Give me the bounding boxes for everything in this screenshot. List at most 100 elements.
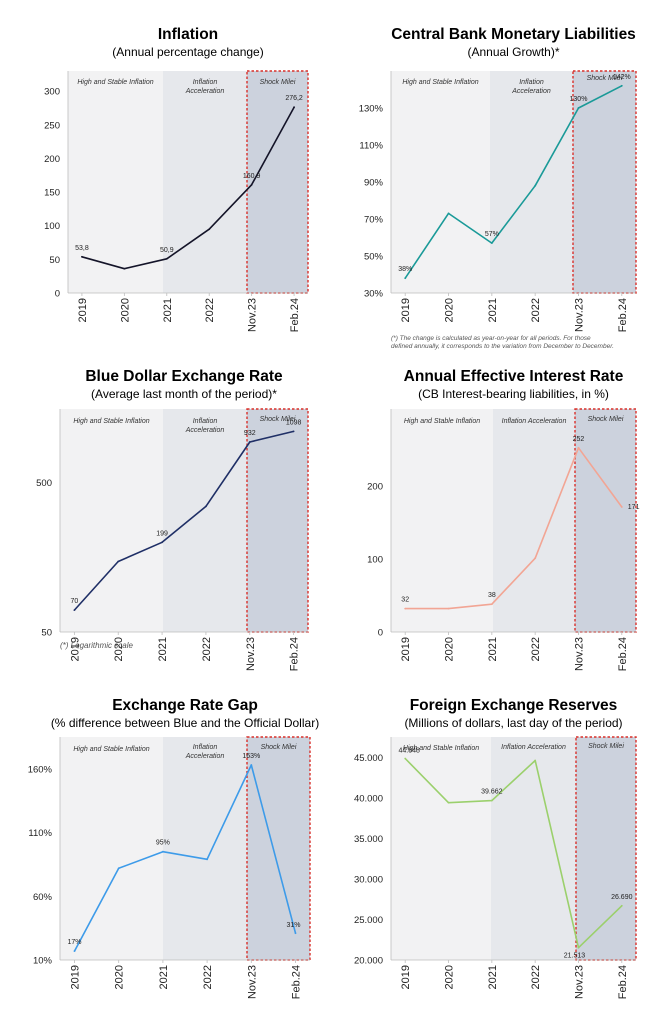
data-point (117, 560, 120, 563)
chart-subtitle: (Average last month of the period)* (91, 387, 277, 401)
data-point (534, 184, 537, 187)
x-tick-label: 2021 (158, 965, 170, 989)
data-label: 39.662 (481, 789, 503, 796)
y-tick-label: 500 (36, 478, 52, 489)
data-point (447, 607, 450, 610)
data-point (206, 858, 209, 861)
chart-panel: Blue Dollar Exchange Rate (Average last m… (36, 368, 309, 671)
chart-panel: Annual Effective Interest Rate (CB Intere… (367, 368, 639, 671)
series-line (404, 757, 623, 949)
chart-subtitle: (Annual percentage change) (112, 45, 263, 59)
chart-subtitle: (% difference between Blue and the Offic… (51, 716, 319, 730)
x-tick-label: Nov.23 (247, 298, 259, 332)
chart-title: Foreign Exchange Reserves (410, 697, 618, 714)
y-tick-label: 200 (367, 481, 383, 492)
data-point (250, 183, 253, 186)
data-point (73, 950, 76, 952)
footnote: (*) Logarithmic scale (60, 641, 133, 650)
y-tick-label: 50% (364, 252, 384, 263)
data-point (162, 850, 164, 853)
y-tick-label: 0 (55, 289, 60, 300)
zone-acceleration (163, 409, 247, 632)
y-tick-label: 35.000 (354, 834, 383, 845)
zone-stable (60, 409, 163, 632)
region-label-acceleration: Inflation Acceleration (501, 744, 566, 751)
region-label-shock: Shock Milei (260, 79, 296, 86)
x-tick-label: 2022 (201, 637, 213, 661)
data-point (293, 106, 295, 109)
x-tick-label: 2020 (444, 965, 456, 989)
data-point (577, 946, 580, 949)
data-label: 21.513 (564, 953, 586, 960)
zone-stable (391, 71, 490, 293)
region-label-stable: High and Stable Inflation (403, 745, 479, 752)
shock-border (574, 408, 637, 633)
x-tick-label: 2019 (77, 298, 89, 322)
series-line (81, 106, 295, 270)
data-point (250, 764, 253, 766)
x-tick-label: Nov.23 (573, 637, 585, 671)
data-point (534, 759, 537, 762)
data-point (404, 757, 407, 760)
data-point (577, 446, 580, 449)
data-label: 57% (485, 231, 499, 238)
y-tick-label: 50 (41, 628, 52, 639)
data-label: 44.848 (398, 748, 420, 755)
region-label-shock: Shock Milei (587, 75, 623, 82)
region-label-stable: High and Stable Inflation (77, 79, 153, 86)
y-tick-label: 160% (28, 764, 53, 775)
zone-acceleration (490, 71, 573, 293)
y-tick-label: 150 (44, 188, 60, 199)
x-tick-label: 2019 (69, 637, 81, 661)
region-label-shock: Shock Milei (261, 744, 297, 751)
zone-stable (68, 71, 163, 293)
data-point (620, 904, 623, 907)
x-tick-label: 2022 (202, 965, 214, 989)
data-label: 130% (570, 96, 588, 103)
region-label-acceleration: Inflation Acceleration (185, 418, 225, 434)
data-label: 199 (156, 530, 168, 537)
series-line (73, 430, 294, 611)
y-tick-label: 70% (364, 215, 384, 226)
series-line (404, 85, 623, 279)
data-label: 53,8 (75, 245, 89, 252)
data-label: 26.690 (611, 894, 633, 901)
x-tick-label: 2019 (400, 637, 412, 661)
data-label: 1098 (286, 419, 302, 426)
region-label-acceleration: Inflation Acceleration (502, 418, 567, 425)
region-label-acceleration: Inflation Acceleration (185, 744, 225, 760)
data-point (620, 506, 623, 508)
zone-shock (247, 71, 308, 293)
region-label-stable: High and Stable Inflation (404, 418, 480, 425)
y-tick-label: 200 (44, 154, 60, 165)
chart-title: Annual Effective Interest Rate (404, 368, 624, 385)
chart-title: Exchange Rate Gap (112, 697, 258, 714)
chart-panel: Exchange Rate Gap (% difference between B… (28, 697, 320, 999)
region-label-shock: Shock Milei (588, 416, 624, 423)
y-tick-label: 45.000 (354, 753, 383, 764)
zone-shock (247, 409, 308, 632)
data-label: 932 (244, 430, 256, 437)
data-point (294, 932, 297, 935)
x-tick-label: 2020 (444, 637, 456, 661)
data-point (490, 242, 493, 244)
region-label-acceleration: Inflation Acceleration (511, 79, 551, 95)
data-label: 38 (488, 592, 496, 599)
chart-subtitle: (CB Interest-bearing liabilities, in %) (418, 387, 609, 401)
zone-stable (391, 737, 491, 960)
zone-acceleration (163, 737, 247, 960)
y-tick-label: 100 (367, 554, 383, 565)
data-label: 160,9 (243, 173, 261, 180)
x-tick-label: 2022 (530, 298, 542, 322)
data-label: 142% (613, 74, 631, 81)
x-tick-label: Feb.24 (617, 298, 629, 332)
data-point (404, 277, 407, 280)
x-tick-label: 2021 (487, 637, 499, 661)
zone-acceleration (163, 71, 247, 293)
x-tick-label: 2021 (487, 965, 499, 989)
data-point (165, 257, 168, 260)
y-tick-label: 110% (28, 828, 52, 839)
data-label: 38% (398, 266, 412, 273)
x-tick-label: 2021 (162, 298, 174, 322)
region-label-acceleration: Inflation Acceleration (185, 79, 225, 95)
